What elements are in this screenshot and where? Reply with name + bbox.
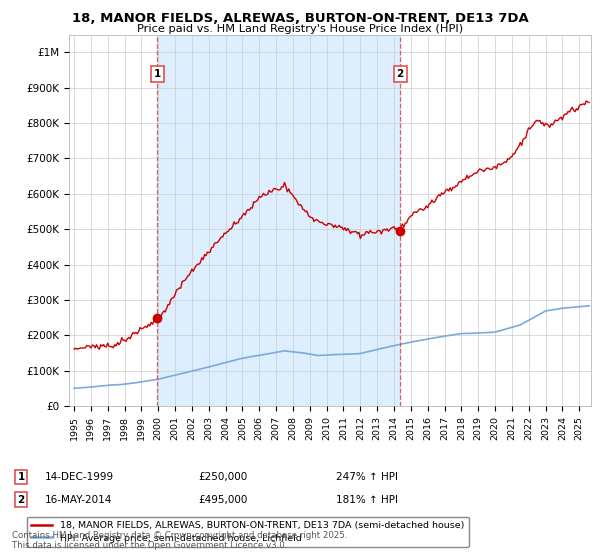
Text: £250,000: £250,000 [198,472,247,482]
Text: 1: 1 [17,472,25,482]
Text: 16-MAY-2014: 16-MAY-2014 [45,494,112,505]
Text: 2: 2 [397,69,404,78]
Legend: 18, MANOR FIELDS, ALREWAS, BURTON-ON-TRENT, DE13 7DA (semi-detached house), HPI:: 18, MANOR FIELDS, ALREWAS, BURTON-ON-TRE… [27,516,469,547]
Text: 181% ↑ HPI: 181% ↑ HPI [336,494,398,505]
Text: £495,000: £495,000 [198,494,247,505]
Text: 1: 1 [154,69,161,78]
Text: 18, MANOR FIELDS, ALREWAS, BURTON-ON-TRENT, DE13 7DA: 18, MANOR FIELDS, ALREWAS, BURTON-ON-TRE… [71,12,529,25]
Text: 2: 2 [17,494,25,505]
Text: Contains HM Land Registry data © Crown copyright and database right 2025.
This d: Contains HM Land Registry data © Crown c… [12,530,347,550]
Text: 247% ↑ HPI: 247% ↑ HPI [336,472,398,482]
Text: Price paid vs. HM Land Registry's House Price Index (HPI): Price paid vs. HM Land Registry's House … [137,24,463,34]
Bar [157,35,400,406]
Text: 14-DEC-1999: 14-DEC-1999 [45,472,114,482]
